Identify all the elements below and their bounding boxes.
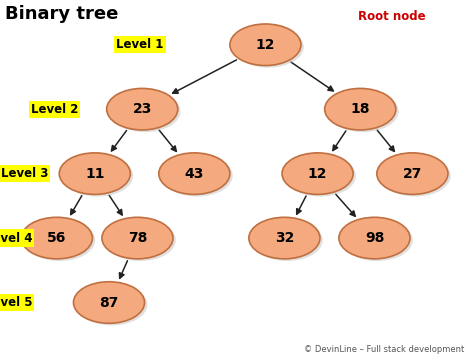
Ellipse shape bbox=[252, 219, 323, 261]
Text: Level 2: Level 2 bbox=[31, 103, 78, 116]
Ellipse shape bbox=[21, 217, 92, 259]
Text: 98: 98 bbox=[365, 231, 384, 245]
Ellipse shape bbox=[325, 88, 396, 130]
Ellipse shape bbox=[76, 284, 147, 325]
Text: 78: 78 bbox=[128, 231, 147, 245]
Text: 12: 12 bbox=[308, 166, 328, 181]
Ellipse shape bbox=[380, 155, 451, 197]
Text: Level 5: Level 5 bbox=[0, 296, 32, 309]
Text: Binary tree: Binary tree bbox=[5, 5, 118, 23]
Text: 43: 43 bbox=[185, 166, 204, 181]
Ellipse shape bbox=[339, 217, 410, 259]
Ellipse shape bbox=[342, 219, 413, 261]
Text: 18: 18 bbox=[350, 102, 370, 116]
Text: 12: 12 bbox=[255, 38, 275, 52]
Ellipse shape bbox=[105, 219, 176, 261]
Text: 87: 87 bbox=[100, 295, 118, 310]
Text: Level 1: Level 1 bbox=[116, 38, 164, 51]
Ellipse shape bbox=[249, 217, 320, 259]
Ellipse shape bbox=[62, 155, 133, 197]
Text: 32: 32 bbox=[275, 231, 294, 245]
Text: Root node: Root node bbox=[358, 10, 426, 23]
Ellipse shape bbox=[285, 155, 356, 197]
Ellipse shape bbox=[107, 88, 178, 130]
Ellipse shape bbox=[377, 153, 448, 194]
Ellipse shape bbox=[102, 217, 173, 259]
Text: 23: 23 bbox=[133, 102, 152, 116]
Text: Level 3: Level 3 bbox=[1, 167, 48, 180]
Ellipse shape bbox=[328, 91, 399, 132]
Ellipse shape bbox=[59, 153, 130, 194]
Ellipse shape bbox=[73, 282, 145, 323]
Ellipse shape bbox=[162, 155, 233, 197]
Ellipse shape bbox=[282, 153, 353, 194]
Text: 56: 56 bbox=[47, 231, 66, 245]
Ellipse shape bbox=[233, 26, 304, 68]
Text: 11: 11 bbox=[85, 166, 105, 181]
Ellipse shape bbox=[159, 153, 230, 194]
Text: © DevinLine – Full stack development: © DevinLine – Full stack development bbox=[304, 345, 465, 354]
Text: Level 4: Level 4 bbox=[0, 232, 32, 245]
Ellipse shape bbox=[24, 219, 95, 261]
Ellipse shape bbox=[109, 91, 181, 132]
Text: 27: 27 bbox=[403, 166, 422, 181]
Ellipse shape bbox=[230, 24, 301, 66]
